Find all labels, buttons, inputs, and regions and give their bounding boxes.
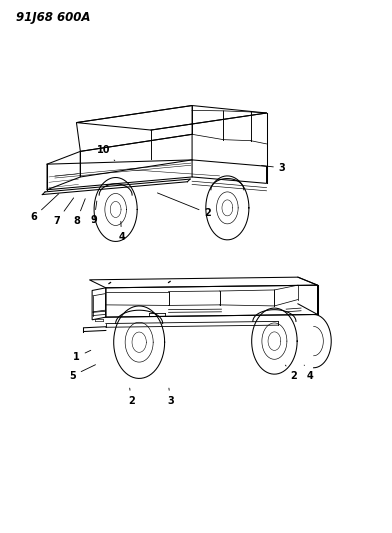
Text: 4: 4	[118, 221, 125, 242]
Text: 3: 3	[261, 163, 286, 173]
Text: 4: 4	[304, 365, 313, 381]
Text: 2: 2	[285, 365, 298, 381]
Text: 3: 3	[167, 388, 174, 406]
Text: 6: 6	[30, 194, 59, 222]
Text: 2: 2	[128, 388, 135, 406]
Text: 10: 10	[97, 146, 115, 160]
Text: 91J68 600A: 91J68 600A	[16, 11, 90, 23]
Text: 8: 8	[73, 199, 85, 226]
Text: 7: 7	[53, 198, 74, 226]
Text: 2: 2	[158, 193, 211, 218]
Text: 9: 9	[91, 201, 98, 225]
Text: 1: 1	[73, 350, 91, 362]
Text: 5: 5	[69, 365, 96, 381]
